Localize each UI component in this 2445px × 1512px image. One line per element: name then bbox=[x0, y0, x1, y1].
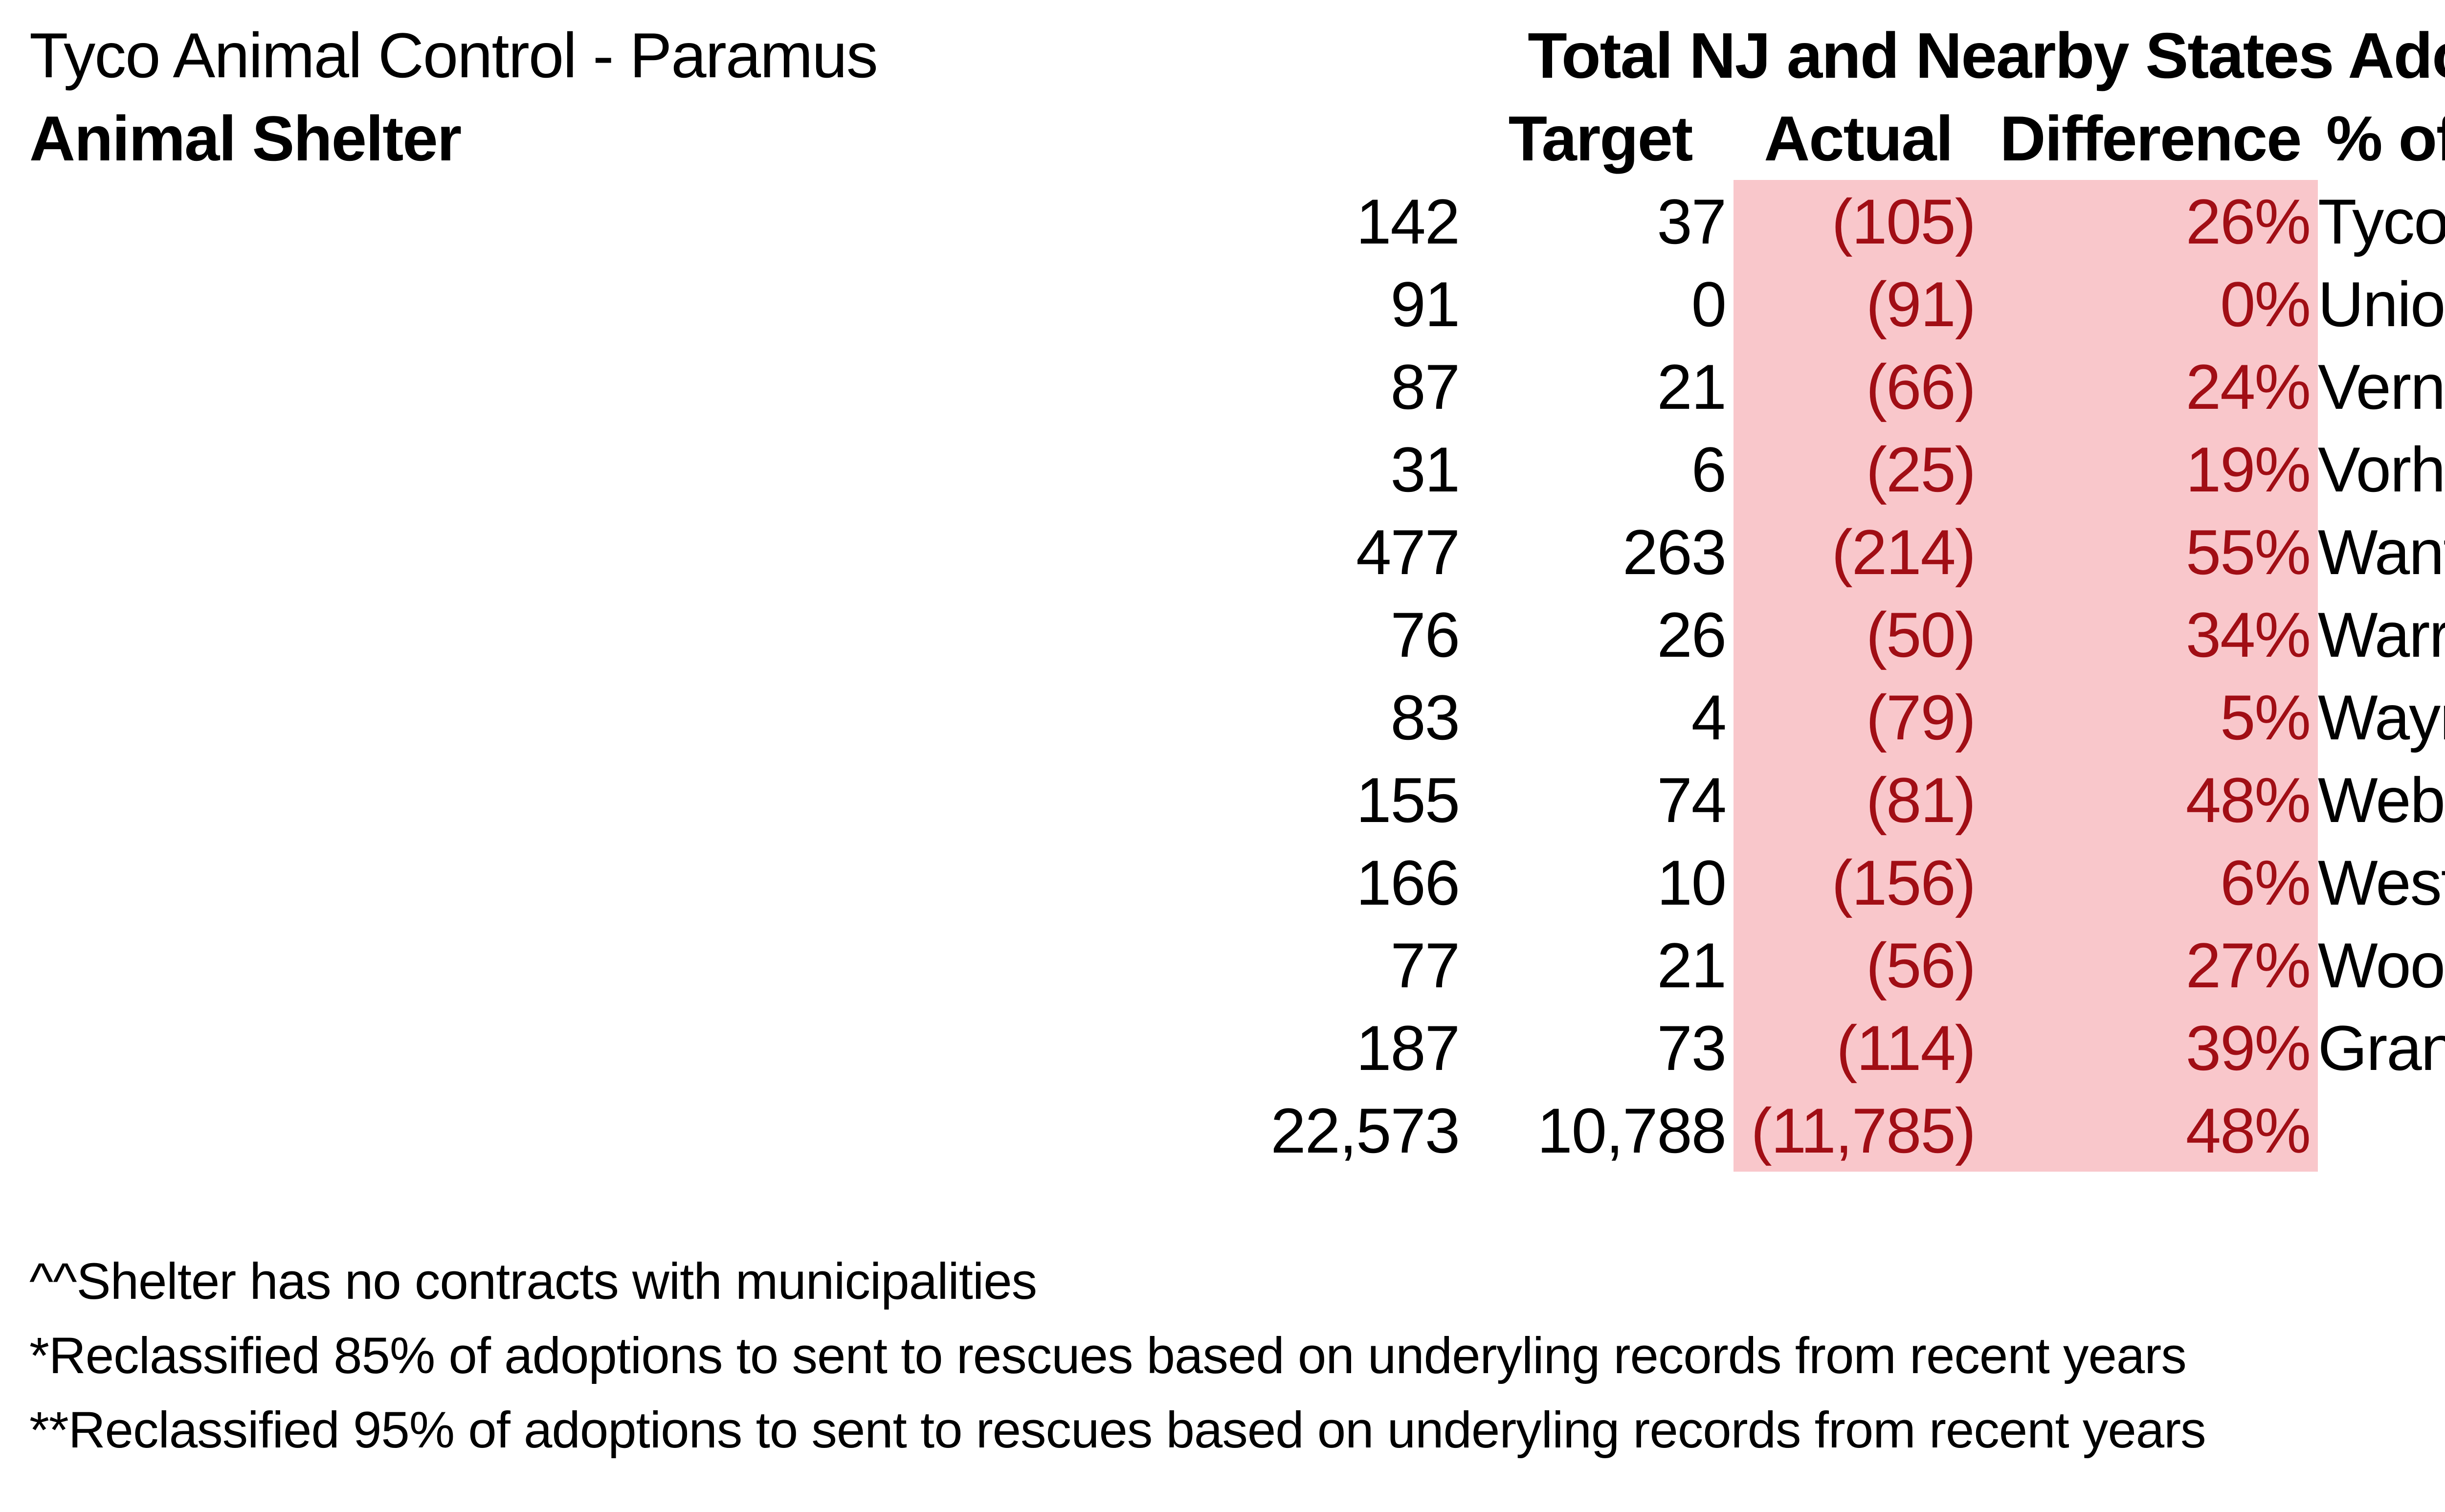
actual-cell: 0 bbox=[1691, 268, 1727, 340]
actual-cell: 6 bbox=[1691, 433, 1727, 505]
target-cell: 477 bbox=[1356, 516, 1460, 588]
shelter-name-cell: Woodbridge Animal Shelter bbox=[2318, 929, 2445, 1001]
column-header-target: Target bbox=[1508, 103, 1693, 174]
difference-cell: (50) bbox=[1734, 593, 1983, 676]
difference-cell: (11,785) bbox=[1734, 1089, 1983, 1172]
actual-cell: 26 bbox=[1657, 599, 1727, 670]
actual-cell: 37 bbox=[1657, 185, 1727, 257]
actual-cell: 21 bbox=[1657, 351, 1727, 422]
target-cell: 155 bbox=[1356, 764, 1460, 836]
difference-cell: (156) bbox=[1734, 841, 1983, 924]
target-cell: 22,573 bbox=[1270, 1094, 1460, 1166]
shelter-name-cell: Warren Animal Hospital bbox=[2318, 599, 2445, 670]
difference-cell: (81) bbox=[1734, 758, 1983, 841]
footnote-line: *Reclassified 85% of adoptions to sent t… bbox=[29, 1327, 2187, 1384]
footnotes: ^^Shelter has no contracts with municipa… bbox=[29, 1245, 2206, 1468]
shelter-name-cell: Vernon Twp Animal Shelter bbox=[2318, 351, 2445, 422]
target-cell: 142 bbox=[1356, 185, 1460, 257]
pct-of-target-cell: 0% bbox=[1983, 263, 2318, 345]
actual-cell: 263 bbox=[1623, 516, 1727, 588]
shelter-name-cell: Wantage Twp Pound bbox=[2318, 516, 2445, 588]
target-cell: 76 bbox=[1390, 599, 1460, 670]
actual-cell: 10,788 bbox=[1537, 1094, 1727, 1166]
difference-cell: (114) bbox=[1734, 1006, 1983, 1089]
shelter-name-cell: West Milford Animal Shelter bbox=[2318, 846, 2445, 918]
target-cell: 31 bbox=[1390, 433, 1460, 505]
actual-cell: 73 bbox=[1657, 1012, 1727, 1084]
pct-of-target-cell: 6% bbox=[1983, 841, 2318, 924]
pct-of-target-cell: 24% bbox=[1983, 345, 2318, 428]
footnote-line: ^^Shelter has no contracts with municipa… bbox=[29, 1253, 1037, 1310]
difference-cell: (91) bbox=[1734, 263, 1983, 345]
pct-of-target-cell: 27% bbox=[1983, 924, 2318, 1006]
difference-cell: (79) bbox=[1734, 676, 1983, 758]
pct-of-target-cell: 26% bbox=[1983, 180, 2318, 263]
difference-cell: (56) bbox=[1734, 924, 1983, 1006]
shelter-name-cell: Tyco Animal Control - Paramus bbox=[29, 20, 878, 91]
target-cell: 83 bbox=[1390, 681, 1460, 753]
pct-of-target-cell: 19% bbox=[1983, 428, 2318, 511]
difference-cell: (214) bbox=[1734, 511, 1983, 593]
target-cell: 91 bbox=[1390, 268, 1460, 340]
table-title: Total NJ and Nearby States Adoptions bbox=[1528, 19, 2445, 91]
pct-of-target-cell: 55% bbox=[1983, 511, 2318, 593]
column-header-actual: Actual bbox=[1764, 103, 1953, 174]
target-cell: 166 bbox=[1356, 846, 1460, 918]
pct-of-target-cell: 48% bbox=[1983, 758, 2318, 841]
shelter-name-cell: Grand Total bbox=[2318, 1012, 2445, 1084]
shelter-name-cell: Union Animal Shelter bbox=[2318, 268, 2445, 340]
column-header-pct-of-target: % of Target bbox=[2326, 103, 2445, 174]
shelter-name-cell: Tyco Animal Control - Wyckoff bbox=[2318, 185, 2445, 257]
target-cell: 187 bbox=[1356, 1012, 1460, 1084]
pct-of-target-cell: 5% bbox=[1983, 676, 2318, 758]
pct-of-target-cell: 34% bbox=[1983, 593, 2318, 676]
footnote-line: **Reclassified 95% of adoptions to sent … bbox=[29, 1401, 2206, 1459]
shelter-name-cell: Vorhees Animal Orphanage bbox=[2318, 433, 2445, 505]
actual-cell: 21 bbox=[1657, 929, 1727, 1001]
pct-of-target-cell: 39% bbox=[1983, 1006, 2318, 1089]
column-header-animal-shelter: Animal Shelter bbox=[29, 103, 462, 174]
difference-cell: (66) bbox=[1734, 345, 1983, 428]
pct-of-target-cell: 48% bbox=[1983, 1089, 2318, 1172]
target-cell: 87 bbox=[1390, 351, 1460, 422]
target-cell: 77 bbox=[1390, 929, 1460, 1001]
adoption-table: Total NJ and Nearby States Adoptions Ani… bbox=[29, 14, 2445, 1172]
shelter-name-cell: Weber Training School bbox=[2318, 764, 2445, 836]
actual-cell: 4 bbox=[1691, 681, 1727, 753]
actual-cell: 10 bbox=[1657, 846, 1727, 918]
difference-cell: (25) bbox=[1734, 428, 1983, 511]
difference-cell: (105) bbox=[1734, 180, 1983, 263]
column-header-difference: Difference bbox=[2000, 103, 2302, 174]
actual-cell: 74 bbox=[1657, 764, 1727, 836]
shelter-name-cell: Wayne Animal Shelter bbox=[2318, 681, 2445, 753]
